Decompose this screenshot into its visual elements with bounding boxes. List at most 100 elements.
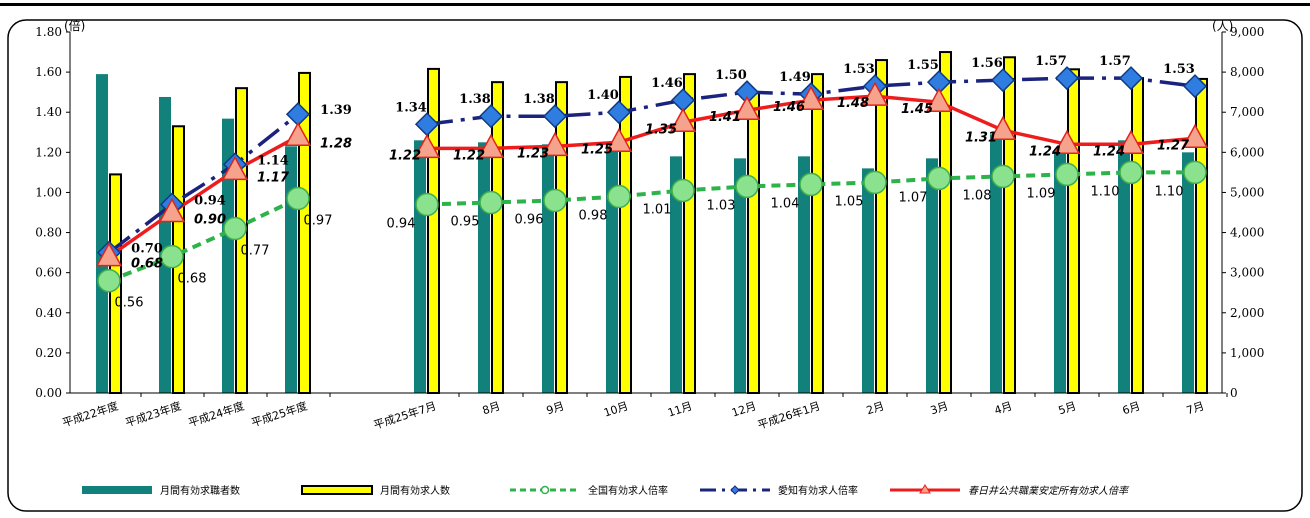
y-left-tick-label: 0.80: [35, 226, 62, 240]
marker-national: [479, 190, 503, 215]
marker-kasugai: [669, 107, 697, 132]
y-left-tick-label: 1.80: [35, 25, 62, 39]
bar-job-openings: [875, 59, 888, 394]
data-label-aichi: 1.34: [395, 100, 427, 115]
data-label-national: 0.95: [451, 214, 480, 229]
marker-national: [286, 186, 310, 211]
bar-job-openings: [1003, 56, 1016, 395]
marker-national: [543, 188, 567, 213]
y-left-tick-label: 0.00: [35, 386, 62, 400]
data-label-aichi: 1.57: [1099, 54, 1131, 69]
x-tick-label: 8月: [481, 399, 502, 417]
bar-job-openings: [811, 73, 824, 394]
data-label-aichi: 1.46: [651, 76, 683, 91]
bar-job-seekers: [1054, 150, 1066, 393]
marker-national: [927, 166, 951, 191]
data-label-national: 1.10: [1155, 184, 1184, 199]
data-label-national: 0.94: [387, 216, 416, 231]
data-label-aichi: 1.50: [715, 68, 747, 83]
data-label-aichi: 1.53: [1163, 62, 1195, 77]
data-label-national: 1.08: [963, 188, 992, 203]
data-label-national: 0.68: [178, 272, 207, 287]
bar-job-seekers: [96, 74, 108, 393]
data-label-aichi: 1.38: [459, 92, 491, 107]
data-label-kasugai: 1.23: [517, 146, 549, 161]
marker-national: [415, 192, 439, 217]
marker-kasugai: [1117, 129, 1145, 155]
y-left-unit: (倍): [64, 18, 85, 33]
data-label-kasugai: 1.27: [1157, 138, 1190, 153]
marker-kasugai: [95, 242, 123, 267]
y-right-tick-label: 9,000: [1230, 25, 1264, 39]
data-label-kasugai: 1.31: [965, 130, 997, 145]
marker-kasugai: [733, 95, 761, 120]
y-left-tick-label: 0.60: [35, 266, 62, 280]
x-tick-label: 4月: [993, 399, 1014, 417]
data-label-national: 0.77: [241, 244, 270, 259]
marker-national: [97, 268, 121, 293]
legend-marker-national: [540, 485, 550, 495]
data-label-kasugai: 1.24: [1029, 144, 1061, 159]
bar-job-seekers: [1118, 140, 1130, 393]
y-left-tick-label: 1.60: [35, 65, 62, 79]
marker-national: [991, 164, 1015, 189]
legend-label: 月間有効求人数: [380, 484, 450, 497]
marker-national: [799, 172, 823, 197]
data-label-kasugai: 1.35: [645, 122, 677, 137]
data-label-kasugai: 1.24: [1093, 144, 1125, 159]
data-label-national: 1.09: [1027, 186, 1056, 201]
y-left-tick-label: 1.00: [35, 185, 62, 199]
data-label-aichi: 0.94: [194, 193, 226, 208]
marker-national: [1055, 162, 1079, 187]
marker-kasugai: [158, 197, 186, 223]
data-label-kasugai: 1.46: [773, 100, 805, 115]
marker-aichi: [1182, 74, 1208, 99]
data-label-aichi: 1.56: [971, 56, 1003, 71]
data-label-kasugai: 1.45: [901, 102, 933, 117]
marker-aichi: [478, 104, 504, 129]
data-label-kasugai: 1.25: [581, 142, 613, 157]
legend-label: 愛知有効求人倍率: [778, 484, 858, 497]
data-label-national: 1.05: [835, 194, 864, 209]
data-label-aichi: 1.55: [907, 58, 939, 73]
y-left-tick-label: 0.40: [35, 306, 62, 320]
data-label-kasugai: 1.48: [837, 96, 869, 111]
marker-kasugai: [413, 133, 441, 159]
data-label-national: 1.10: [1091, 184, 1120, 199]
bar-job-openings: [491, 81, 504, 394]
legend-swatch-job-openings: [301, 485, 373, 495]
x-tick-label: 9月: [545, 399, 566, 417]
bar-job-openings: [619, 75, 632, 395]
bar-job-seekers: [926, 158, 938, 393]
marker-national: [1183, 160, 1207, 185]
bar-job-openings: [1067, 68, 1080, 394]
data-label-national: 0.96: [515, 212, 544, 227]
data-label-aichi: 1.40: [587, 88, 619, 103]
marker-aichi: [1118, 66, 1144, 91]
data-label-aichi: 1.57: [1035, 54, 1067, 69]
bar-job-openings: [1131, 77, 1144, 394]
legend-swatch-job-seekers: [82, 486, 152, 494]
legend-label: 月間有効求職者数: [160, 484, 240, 497]
y-right-unit: (人): [1212, 19, 1233, 33]
data-label-national: 0.97: [304, 213, 333, 228]
marker-national: [1119, 160, 1143, 185]
x-tick-label: 6月: [1121, 399, 1142, 417]
bar-job-seekers: [670, 156, 682, 393]
data-label-aichi: 1.49: [779, 70, 811, 85]
bar-job-openings: [555, 81, 568, 394]
y-right-tick-label: 1,000: [1230, 346, 1264, 360]
data-label-kasugai: 1.22: [453, 148, 485, 163]
data-label-aichi: 0.70: [131, 242, 163, 257]
chart-frame: [7, 19, 1303, 512]
bar-job-seekers: [1182, 152, 1194, 393]
legend-marker-aichi: [730, 485, 740, 495]
x-tick-label: 3月: [929, 399, 950, 417]
marker-kasugai: [797, 85, 825, 110]
marker-kasugai: [477, 133, 505, 159]
y-left-tick-label: 1.40: [35, 105, 62, 119]
marker-kasugai: [605, 127, 633, 153]
y-right-tick-label: 2,000: [1230, 306, 1264, 320]
y-right-tick-label: 6,000: [1230, 145, 1264, 159]
